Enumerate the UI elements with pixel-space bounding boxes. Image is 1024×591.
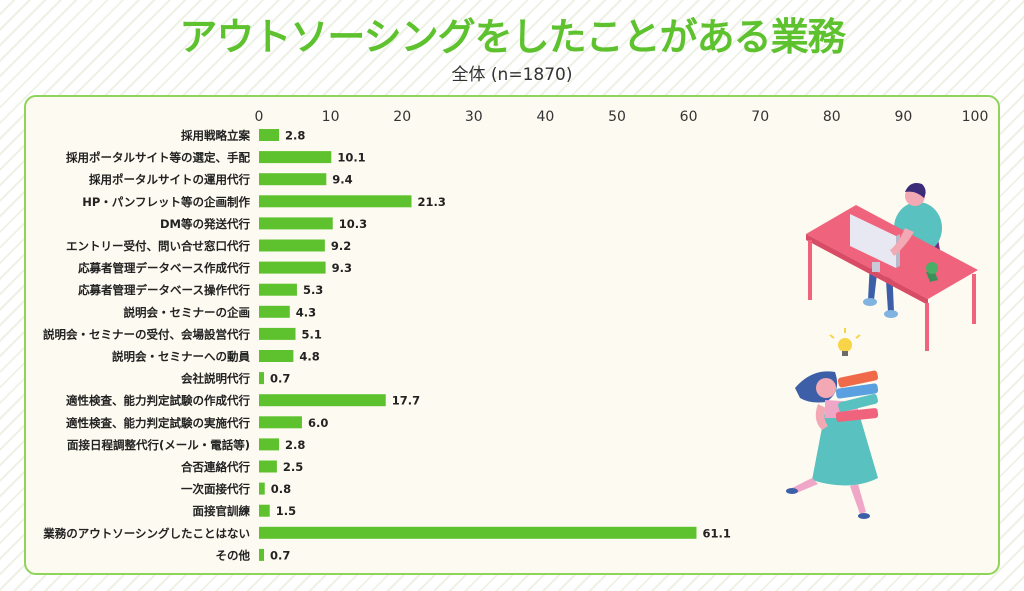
- book-carrier-illustration: [786, 328, 879, 519]
- bar: [259, 350, 294, 362]
- bar: [259, 217, 333, 230]
- x-tick-label: 30: [465, 109, 483, 125]
- x-tick-label: 0: [255, 109, 264, 125]
- chart-panel: [24, 95, 1000, 575]
- x-tick-label: 10: [322, 109, 340, 125]
- bar: [259, 129, 280, 141]
- value-label: 9.3: [332, 261, 352, 275]
- category-label: エントリー受付、問い合せ窓口代行: [66, 239, 250, 253]
- x-tick-label: 70: [751, 109, 769, 125]
- value-label: 0.8: [271, 482, 291, 496]
- bar: [259, 327, 296, 340]
- bar: [259, 438, 280, 451]
- category-label: 採用ポータルサイトの運用代行: [89, 173, 250, 187]
- value-label: 0.7: [270, 548, 290, 562]
- bar: [259, 504, 270, 517]
- category-label: HP・パンフレット等の企画制作: [82, 195, 250, 209]
- value-label: 0.7: [270, 372, 290, 386]
- category-label: 適性検査、能力判定試験の実施代行: [66, 416, 250, 430]
- category-label: 会社説明代行: [180, 372, 250, 386]
- value-label: 9.2: [331, 239, 351, 253]
- bar: [259, 526, 697, 539]
- bar: [259, 261, 326, 274]
- bars: 採用戦略立案 2.8 採用ポータルサイト等の選定、手配 10.1 採用ポータルサイトの運…: [42, 129, 731, 563]
- category-label: 適性検査、能力判定試験の作成代行: [66, 394, 250, 408]
- category-label: 応募者管理データベース操作代行: [78, 283, 250, 297]
- bar: [259, 482, 265, 495]
- value-label: 21.3: [418, 195, 446, 209]
- bar: [259, 173, 327, 186]
- category-label: その他: [216, 548, 251, 562]
- category-label: 合否連絡代行: [181, 460, 250, 474]
- x-axis-ticks: 0 10 20 30 40 50 60 70 80 90 100: [255, 109, 989, 125]
- chart-subtitle: 全体 (n=1870): [451, 65, 573, 85]
- category-label: 採用戦略立案: [181, 129, 250, 143]
- category-label: 応募者管理データベース作成代行: [78, 261, 250, 275]
- chart-title: アウトソーシングをしたことがある業務: [179, 15, 845, 59]
- category-label: 面接官訓練: [193, 504, 251, 518]
- value-label: 9.4: [332, 173, 352, 187]
- value-label: 2.5: [283, 460, 303, 474]
- value-label: 5.1: [302, 327, 322, 341]
- value-label: 61.1: [702, 526, 730, 540]
- value-label: 4.3: [296, 305, 316, 319]
- bar: [259, 195, 412, 208]
- bar: [259, 283, 297, 296]
- category-label: 説明会・セミナーへの動員: [112, 350, 250, 364]
- x-tick-label: 20: [393, 109, 411, 125]
- bar: [259, 239, 325, 252]
- bar: [259, 548, 265, 561]
- category-label: 一次面接代行: [181, 482, 250, 496]
- value-label: 2.8: [285, 129, 305, 143]
- category-label: 説明会・セミナーの受付、会場設営代行: [43, 327, 250, 341]
- value-label: 10.1: [337, 151, 365, 165]
- category-label: 説明会・セミナーの企画: [124, 305, 251, 319]
- value-label: 10.3: [339, 217, 367, 231]
- x-tick-label: 100: [962, 109, 989, 125]
- value-label: 2.8: [285, 438, 305, 452]
- value-label: 6.0: [308, 416, 328, 430]
- x-tick-label: 60: [680, 109, 698, 125]
- category-label: 採用ポータルサイト等の選定、手配: [66, 151, 250, 165]
- bar: [259, 151, 332, 164]
- bar: [259, 372, 265, 385]
- x-tick-label: 80: [823, 109, 841, 125]
- desk-worker-illustration: [806, 183, 978, 351]
- bar: [259, 394, 386, 407]
- value-label: 5.3: [303, 283, 323, 297]
- bar: [259, 460, 277, 473]
- category-label: 業務のアウトソーシングしたことはない: [42, 526, 250, 540]
- category-label: DM等の発送代行: [160, 217, 250, 231]
- value-label: 4.8: [299, 350, 319, 364]
- bar: [259, 305, 290, 318]
- x-tick-label: 90: [894, 109, 912, 125]
- value-label: 1.5: [276, 504, 296, 518]
- bar: [259, 416, 302, 429]
- category-label: 面接日程調整代行(メール・電話等): [67, 438, 250, 452]
- x-tick-label: 50: [608, 109, 626, 125]
- value-label: 17.7: [392, 394, 420, 408]
- x-tick-label: 40: [536, 109, 554, 125]
